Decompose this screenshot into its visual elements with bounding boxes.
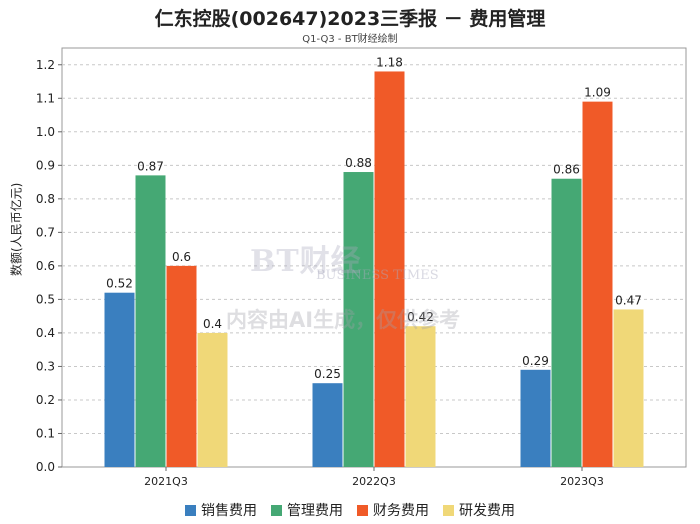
legend-label: 研发费用 (459, 503, 515, 519)
x-tick-label: 2022Q3 (352, 475, 396, 488)
bar (551, 178, 582, 467)
bar (166, 265, 197, 467)
bar (197, 332, 228, 467)
y-tick-label: 0.0 (36, 460, 55, 474)
chart-legend: 销售费用 管理费用 财务费用 研发费用 (0, 500, 700, 520)
bar (312, 383, 343, 467)
y-tick-label: 0.8 (36, 192, 55, 206)
data-label: 0.25 (314, 367, 341, 381)
data-label: 0.29 (522, 354, 549, 368)
y-tick-label: 0.4 (36, 326, 55, 340)
y-tick-label: 0.5 (36, 292, 55, 306)
bar-chart: 0.0 0.1 0.2 0.3 0.4 0.5 0.6 0.7 0.8 0.9 1.0 1.1 1.2 0… (36, 47, 687, 488)
y-tick-label: 0.9 (36, 158, 55, 172)
data-label: 1.09 (584, 86, 611, 100)
data-label: 0.6 (172, 250, 191, 264)
y-tick-label: 0.3 (36, 359, 55, 373)
legend-item: 管理费用 (271, 500, 343, 520)
legend-label: 财务费用 (373, 503, 429, 519)
legend-item: 销售费用 (185, 500, 257, 520)
y-tick-label: 0.6 (36, 259, 55, 273)
bar (343, 172, 374, 468)
legend-label: 管理费用 (287, 503, 343, 519)
data-label: 1.18 (376, 55, 403, 69)
data-label: 0.47 (615, 293, 642, 307)
legend-swatch (357, 504, 368, 516)
data-label: 0.88 (345, 156, 372, 170)
chart-title: 仁东控股(002647)2023三季报 － 费用管理 (154, 8, 546, 30)
watermark-brand-en: BUSINESS TIMES (316, 268, 439, 283)
chart-subtitle: Q1-Q3 - BT财经绘制 (302, 34, 398, 45)
watermark-brand: BT财经 (250, 244, 362, 279)
legend-swatch (443, 504, 454, 516)
y-tick-label: 0.1 (36, 426, 55, 440)
data-label: 0.52 (106, 277, 133, 291)
x-tick-label: 2023Q3 (560, 475, 604, 488)
legend-item: 研发费用 (443, 500, 515, 520)
y-tick-label: 0.2 (36, 393, 55, 407)
bar (135, 175, 166, 467)
bar (582, 101, 613, 468)
y-tick-label: 1.1 (36, 91, 55, 105)
legend-item: 财务费用 (357, 500, 429, 520)
bar (520, 369, 551, 467)
bar (374, 71, 405, 468)
bar (613, 309, 644, 467)
y-tick-label: 1.2 (36, 58, 55, 72)
legend-swatch (185, 504, 196, 516)
legend-label: 销售费用 (201, 503, 257, 519)
y-tick-label: 1.0 (36, 125, 55, 139)
bar (104, 292, 135, 467)
data-label: 0.87 (137, 159, 164, 173)
legend-swatch (271, 504, 282, 516)
x-tick-label: 2021Q3 (144, 475, 188, 488)
bar (405, 326, 436, 467)
y-tick-label: 0.7 (36, 225, 55, 239)
data-label: 0.86 (553, 163, 580, 177)
watermark-notice: 内容由AI生成，仅供参考 (226, 308, 461, 332)
data-label: 0.4 (203, 317, 222, 331)
data-label: 0.42 (407, 310, 434, 324)
